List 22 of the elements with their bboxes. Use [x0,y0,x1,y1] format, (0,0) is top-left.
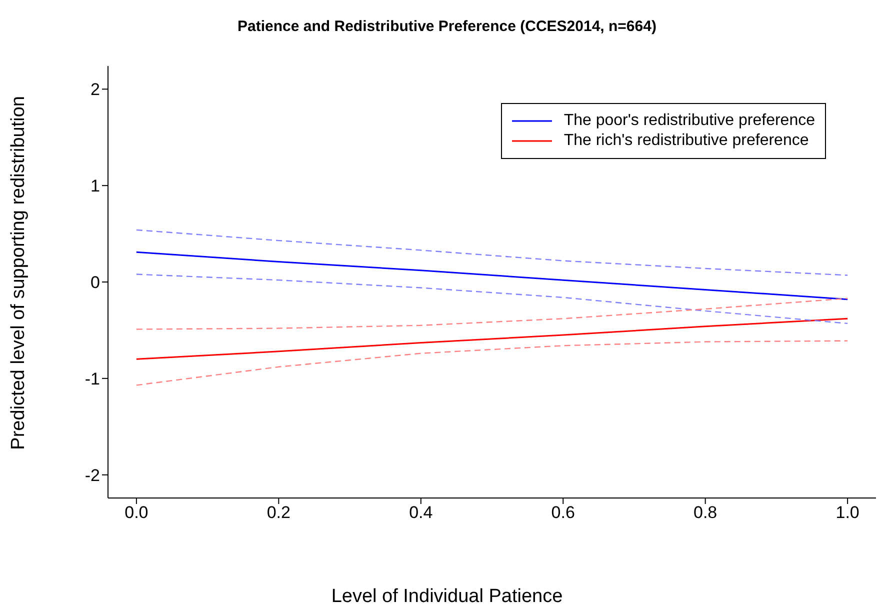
line-series [136,274,848,324]
x-tick-label: 0.8 [694,503,718,522]
x-tick-label: 0.6 [551,503,575,522]
line-series [136,340,848,386]
line-series [136,251,848,300]
y-axis-title: Predicted level of supporting redistribution [8,96,30,450]
y-tick-label: 2 [90,80,100,100]
legend-label: The rich's redistributive preference [564,132,809,150]
x-tick-label: 0.4 [409,503,433,522]
y-tick-label: -1 [84,369,100,388]
chart-title: Patience and Redistributive Preference (CCES2014, n=664) [236,18,658,35]
y-tick-label: 1 [90,176,100,196]
x-tick-label: 0.0 [124,503,148,522]
x-axis-title: Level of Individual Patience [330,586,564,608]
line-series [136,318,848,360]
y-tick-label: -2 [84,466,100,485]
line-series [136,229,848,276]
y-tick-label: 0 [90,273,100,292]
legend-label: The poor's redistributive preference [564,112,815,130]
line-series [136,298,848,330]
x-tick-label: 1.0 [836,503,860,522]
x-tick-label: 0.2 [266,503,290,522]
